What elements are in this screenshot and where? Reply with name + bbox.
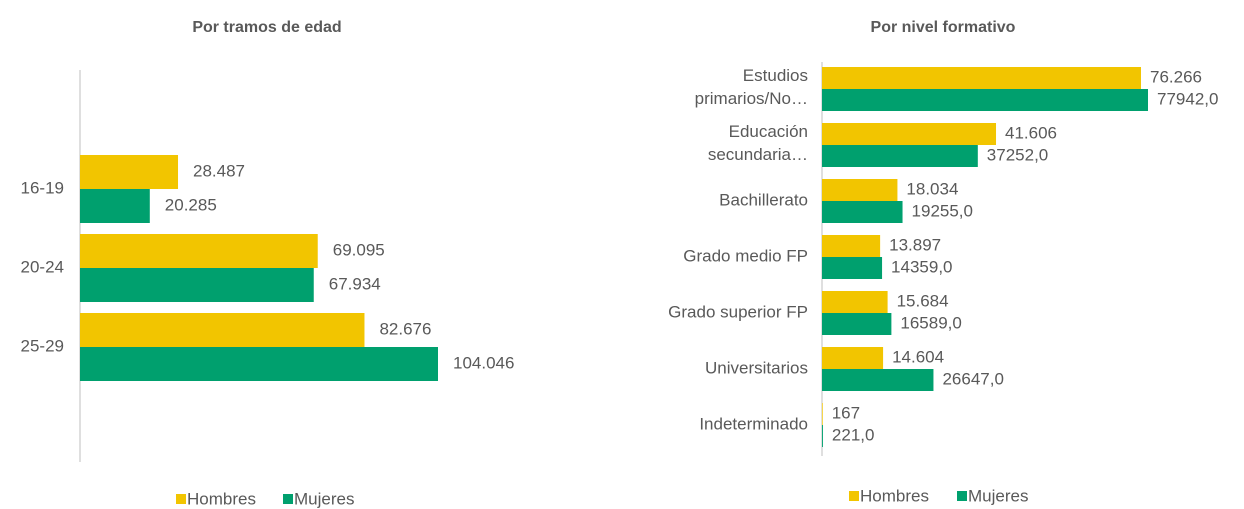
bar	[822, 291, 888, 313]
value-label: 76.266	[1150, 67, 1202, 86]
bar	[80, 313, 365, 347]
value-label: 15.684	[897, 291, 949, 310]
bar	[80, 347, 438, 381]
legend-swatch	[283, 494, 293, 504]
legend-swatch	[957, 491, 967, 501]
bar	[822, 89, 1148, 111]
value-label: 13.897	[889, 235, 941, 254]
value-label: 16589,0	[900, 313, 961, 332]
value-label: 69.095	[333, 240, 385, 259]
bar	[80, 234, 318, 268]
bar	[80, 155, 179, 189]
bar	[822, 145, 978, 167]
legend-label: Mujeres	[294, 489, 354, 508]
legend-swatch	[176, 494, 186, 504]
value-label: 26647,0	[942, 369, 1003, 388]
value-label: 77942,0	[1157, 89, 1218, 108]
bar	[822, 257, 883, 279]
value-label: 20.285	[165, 195, 217, 214]
value-label: 104.046	[453, 353, 514, 372]
category-label: 25-29	[21, 336, 64, 355]
value-label: 19255,0	[912, 201, 973, 220]
bar	[822, 67, 1141, 89]
value-label: 67.934	[329, 274, 381, 293]
value-label: 221,0	[832, 425, 875, 444]
chart-title: Por tramos de edad	[192, 19, 341, 36]
bar	[822, 347, 884, 369]
category-label: Indeterminado	[699, 414, 808, 433]
bar	[822, 313, 892, 335]
category-label: Grado superior FP	[668, 302, 808, 321]
category-label: 16-19	[21, 178, 64, 197]
bar	[822, 235, 881, 257]
category-label: Grado medio FP	[683, 246, 808, 265]
chart-title: Por nivel formativo	[871, 19, 1016, 36]
category-label: Bachillerato	[719, 190, 808, 209]
legend-label: Hombres	[860, 486, 929, 505]
value-label: 14359,0	[891, 257, 952, 276]
bar	[822, 201, 903, 223]
bar	[822, 123, 997, 145]
bar	[822, 369, 934, 391]
category-label: Estudios primarios/No…	[695, 66, 808, 108]
category-label: 20-24	[21, 257, 64, 276]
bar	[822, 425, 823, 447]
legend-label: Mujeres	[968, 486, 1028, 505]
category-label: Universitarios	[705, 358, 808, 377]
value-label: 167	[832, 403, 860, 422]
value-label: 28.487	[193, 161, 245, 180]
bar	[822, 403, 823, 425]
value-label: 41.606	[1005, 123, 1057, 142]
value-label: 18.034	[906, 179, 958, 198]
bar	[80, 189, 150, 223]
legend-swatch	[849, 491, 859, 501]
value-label: 82.676	[379, 319, 431, 338]
value-label: 37252,0	[987, 145, 1048, 164]
legend-label: Hombres	[187, 489, 256, 508]
bar	[822, 179, 898, 201]
category-label: Educación secundaria…	[708, 122, 808, 164]
value-label: 14.604	[892, 347, 944, 366]
bar	[80, 268, 314, 302]
